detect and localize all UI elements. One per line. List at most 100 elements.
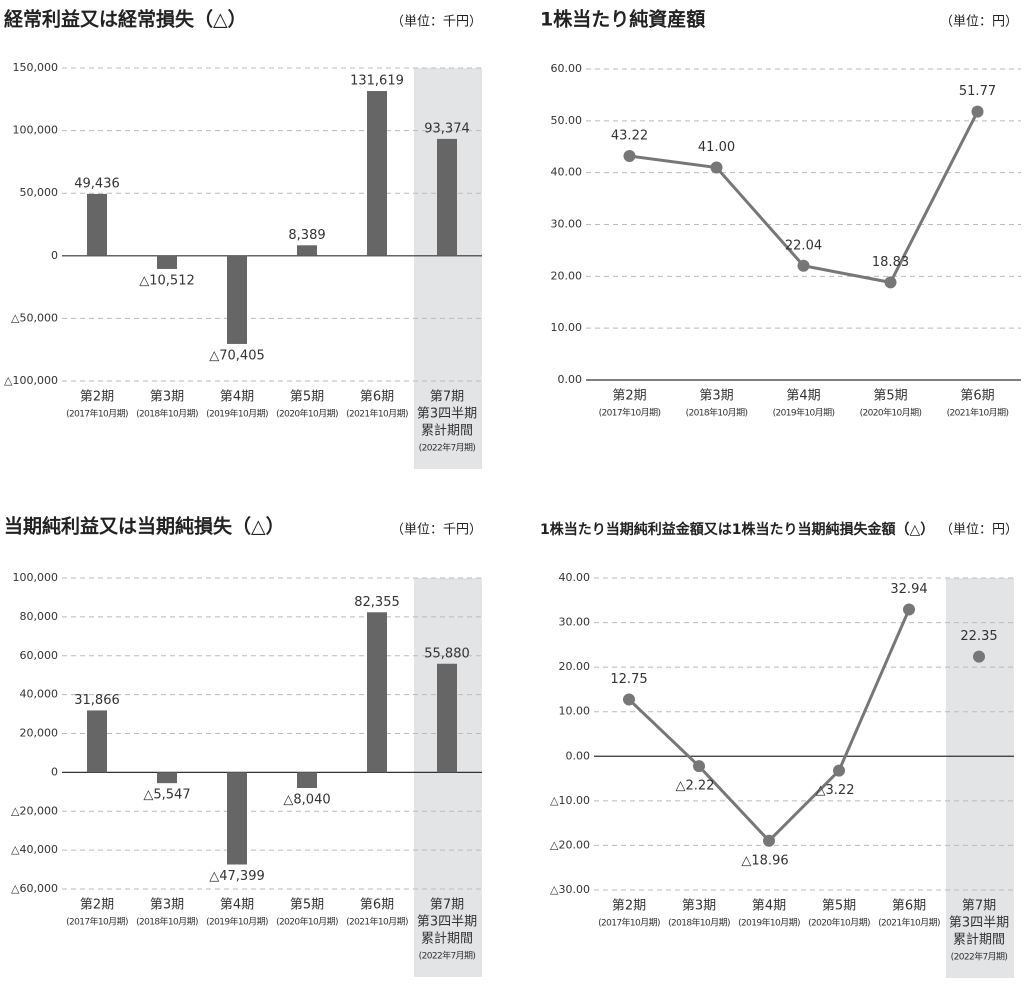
- value-label: 131,619: [350, 74, 404, 89]
- shaded-band: [414, 68, 482, 469]
- y-tick-label: △100,000: [4, 374, 58, 387]
- x-tick-label: 第4期: [752, 899, 786, 914]
- y-tick-label: 10.00: [551, 321, 583, 334]
- bar: [437, 663, 457, 773]
- value-label: 31,866: [74, 693, 120, 708]
- x-tick-label: 第6期: [360, 390, 394, 405]
- x-tick-label: 第3期: [150, 898, 184, 913]
- value-label: △5,547: [143, 788, 190, 803]
- bar: [367, 612, 387, 773]
- point: [623, 693, 635, 706]
- bar: [297, 245, 317, 256]
- y-tick-label: △20.00: [550, 838, 590, 851]
- chart-title: 1株当たり純資産額: [540, 8, 705, 31]
- value-label: 32.94: [890, 582, 927, 597]
- y-tick-label: 0.00: [558, 373, 583, 386]
- bar: [437, 138, 457, 256]
- chart-title: 1株当たり当期純利益金額又は1株当たり当期純損失金額（△）: [540, 521, 934, 538]
- chart-title: 経常利益又は経常損失（△）: [4, 8, 247, 31]
- x-tick-label: 累計期間: [421, 423, 473, 439]
- x-tick-label: (2019年10月期): [206, 408, 268, 420]
- value-label: 51.77: [959, 84, 996, 99]
- x-tick-label: (2021年10月期): [346, 408, 408, 420]
- bar: [87, 193, 107, 256]
- y-tick-label: 80,000: [20, 610, 59, 623]
- x-tick-label: (2020年10月期): [808, 917, 870, 929]
- value-label: 12.75: [610, 672, 647, 687]
- x-tick-label: 第3期: [699, 389, 733, 404]
- x-tick-label: 第2期: [80, 898, 114, 913]
- x-tick-label: 第2期: [612, 899, 646, 914]
- x-tick-label: 第3期: [150, 390, 184, 405]
- value-label: 22.35: [960, 629, 997, 644]
- value-label: 8,389: [288, 228, 325, 243]
- y-tick-label: 0: [51, 765, 58, 778]
- x-tick-label: (2022年7月期): [951, 951, 1008, 963]
- x-tick-label: 第2期: [612, 389, 646, 404]
- point: [797, 259, 810, 272]
- y-tick-label: △20,000: [11, 804, 58, 817]
- x-tick-label: (2017年10月期): [598, 917, 660, 929]
- bar: [227, 772, 247, 865]
- y-tick-label: △40,000: [11, 843, 58, 856]
- y-tick-label: 20.00: [551, 269, 583, 282]
- x-tick-label: 第3期: [682, 899, 716, 914]
- shaded-band: [946, 578, 1014, 978]
- unit-label: （単位：円）: [940, 522, 1018, 538]
- x-tick-label: (2018年10月期): [668, 917, 730, 929]
- y-tick-label: 40.00: [551, 166, 583, 179]
- y-tick-label: △50,000: [11, 311, 58, 324]
- y-tick-label: 100,000: [13, 571, 59, 584]
- point: [903, 603, 915, 616]
- y-tick-label: 60.00: [551, 62, 583, 75]
- x-tick-label: (2017年10月期): [66, 916, 128, 928]
- value-label: 18.83: [872, 255, 909, 270]
- x-tick-label: (2020年10月期): [276, 916, 338, 928]
- y-tick-label: 20.00: [559, 660, 591, 673]
- x-tick-label: 第5期: [822, 899, 856, 914]
- value-label: 43.22: [611, 128, 648, 143]
- x-tick-label: (2019年10月期): [773, 407, 835, 419]
- y-tick-label: 40.00: [559, 571, 591, 584]
- point: [710, 161, 723, 174]
- bar: [87, 710, 107, 773]
- x-tick-label: (2018年10月期): [136, 408, 198, 420]
- value-label: △47,399: [209, 869, 265, 884]
- point: [693, 760, 705, 773]
- x-tick-label: 第6期: [960, 389, 994, 404]
- point: [971, 105, 984, 118]
- value-label: △2.22: [676, 779, 715, 794]
- value-label: △3.22: [816, 783, 855, 798]
- value-label: 22.04: [785, 238, 822, 253]
- y-tick-label: 20,000: [20, 727, 59, 740]
- x-tick-label: (2019年10月期): [206, 916, 268, 928]
- value-label: 55,880: [424, 646, 470, 661]
- x-tick-label: 第4期: [786, 389, 820, 404]
- y-tick-label: 50,000: [20, 186, 59, 199]
- x-tick-label: (2018年10月期): [136, 916, 198, 928]
- unit-label: （単位：千円）: [391, 14, 482, 30]
- x-tick-label: 第6期: [892, 899, 926, 914]
- value-label: △8,040: [283, 793, 330, 808]
- y-tick-label: 0.00: [566, 749, 591, 762]
- x-tick-label: (2022年7月期): [419, 442, 476, 454]
- unit-label: （単位：円）: [940, 14, 1018, 30]
- value-label: 93,374: [424, 121, 470, 136]
- bar: [157, 255, 177, 269]
- chart-title: 当期純利益又は当期純損失（△）: [4, 515, 285, 538]
- x-tick-label: 第5期: [290, 390, 324, 405]
- x-tick-label: (2022年7月期): [419, 950, 476, 962]
- point: [973, 650, 985, 663]
- x-tick-label: (2021年10月期): [346, 916, 408, 928]
- x-tick-label: 累計期間: [953, 932, 1005, 948]
- x-tick-label: 第7期: [962, 899, 996, 914]
- y-tick-label: 100,000: [13, 124, 59, 137]
- y-tick-label: 50.00: [551, 114, 583, 127]
- point: [884, 276, 897, 289]
- x-tick-label: (2021年10月期): [947, 407, 1009, 419]
- x-tick-label: 第5期: [290, 898, 324, 913]
- value-label: △70,405: [209, 348, 265, 363]
- y-tick-label: 10.00: [559, 705, 591, 718]
- bar: [297, 772, 317, 789]
